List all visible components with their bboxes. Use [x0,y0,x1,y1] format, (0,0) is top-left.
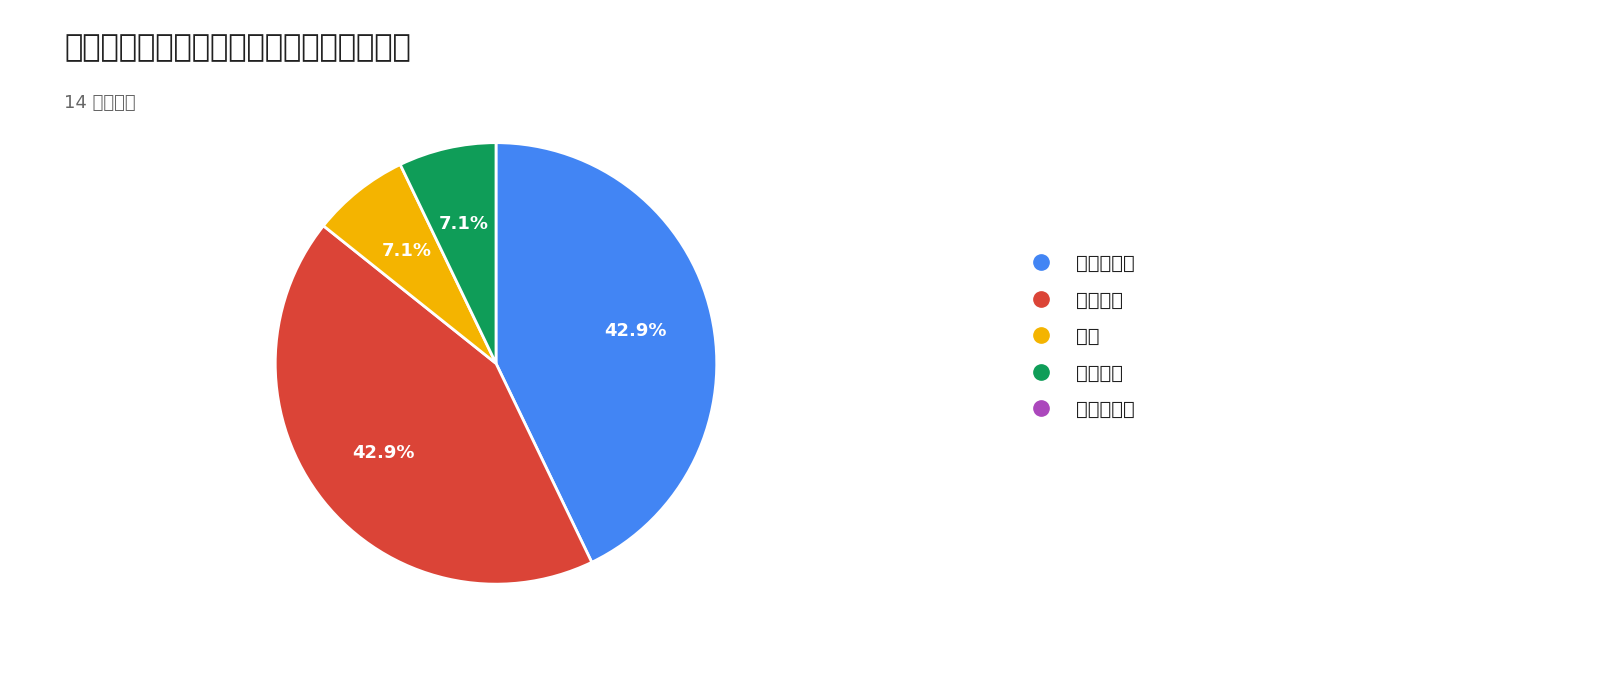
Text: 今回の交流会の満足度をお聞かせください: 今回の交流会の満足度をお聞かせください [64,34,411,63]
Legend: とても満足, やや満足, 普通, やや不満, とても不満: とても満足, やや満足, 普通, やや不満, とても不満 [1002,235,1154,438]
Wedge shape [275,225,592,584]
Wedge shape [323,164,496,363]
Text: 7.1%: 7.1% [438,215,490,233]
Text: 7.1%: 7.1% [381,242,432,260]
Wedge shape [400,143,496,363]
Text: 42.9%: 42.9% [605,322,667,341]
Wedge shape [496,143,717,563]
Text: 14 件の回答: 14 件の回答 [64,94,136,112]
Text: 42.9%: 42.9% [352,444,414,462]
